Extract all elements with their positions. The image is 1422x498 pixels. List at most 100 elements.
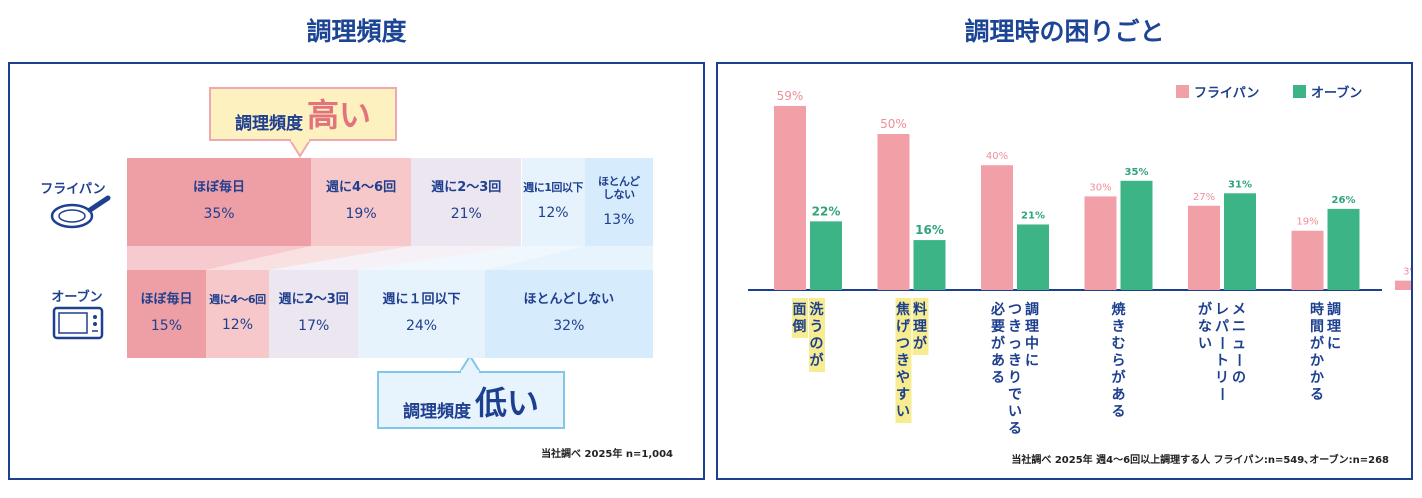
category-label-char: 理	[1327, 319, 1341, 335]
category-label-char: ュ	[1232, 336, 1246, 352]
pan-segment-label: ほとんど しない	[597, 174, 640, 202]
legend-label-oven: オーブン	[1311, 85, 1362, 101]
connector-band-4	[358, 246, 585, 270]
pan-segment-5: ほとんど しない 13%	[584, 158, 653, 246]
oven-segment-value: 15%	[150, 318, 182, 335]
callout-high-pointer	[288, 139, 312, 158]
category-label-char: 料	[913, 301, 927, 318]
bar-oven	[913, 240, 946, 290]
bar-oven	[1224, 193, 1256, 290]
frequency-chart-title: 調理頻度	[306, 17, 407, 46]
value-label-oven: 26%	[1332, 195, 1356, 206]
frequency-chart-panel: フライパン オーブン 調理頻度 高い 調理頻度 低い 当社調べ 2025年 n=…	[8, 62, 705, 480]
bar-frying-pan	[1084, 196, 1117, 290]
callout-low: 調理頻度 低い	[378, 372, 564, 428]
category-label-char: あ	[1112, 387, 1126, 403]
category-label-char: き	[1008, 353, 1022, 369]
oven-segment-value: 24%	[405, 318, 438, 335]
category-highlight	[895, 298, 912, 423]
category-label-char: ー	[1213, 336, 1229, 350]
category-label-char: 面	[793, 302, 807, 318]
category-label-char: リ	[1215, 370, 1229, 386]
oven-segment-label: 週に１回以下	[382, 292, 461, 308]
bar-frying-pan	[981, 165, 1013, 290]
pan-segment-2: 週に4〜6回 19%	[311, 158, 412, 246]
problems-chart-panel: フライパン オーブン 59% 22% 洗うのが面倒 50% 16% 料理が焦げつきやすい 40%…	[716, 62, 1413, 480]
callout-low-big-text: 低い	[474, 384, 539, 422]
oven-icon	[52, 306, 104, 340]
category-label-char: が	[1310, 335, 1325, 352]
oven-segment-label: 週に2〜3回	[278, 292, 349, 308]
category-label-char: 洗	[810, 301, 824, 318]
category-label-char: 理	[913, 319, 927, 335]
oven-segment-1: ほぼ毎日 15%	[127, 270, 206, 358]
category-label-char: に	[1327, 336, 1341, 352]
value-label-frying-pan: 30%	[1089, 182, 1111, 193]
pan-segment-label: ほぼ毎日	[193, 180, 246, 196]
category-label-char: の	[810, 336, 824, 352]
category-label-char: メ	[1232, 302, 1246, 318]
legend-swatch-frying-pan	[1176, 85, 1189, 98]
category-highlight	[809, 298, 825, 372]
bar-oven	[1017, 224, 1049, 290]
callout-low-box	[377, 371, 565, 429]
category-label-char: レ	[1215, 302, 1229, 318]
connector-band-1	[127, 246, 312, 270]
connector-band-2	[205, 246, 412, 270]
category-label-char: ー	[1213, 387, 1229, 401]
problems-footnote: 当社調べ 2025年 週4〜6回以上調理する人 フライパン:n=549､オーブン…	[1011, 455, 1389, 466]
category-label-char: あ	[991, 353, 1005, 369]
category-label-char: い	[1198, 336, 1212, 352]
oven-segment-2: 週に4〜6回 12%	[205, 270, 269, 358]
category-label-char: か	[1310, 353, 1324, 369]
category-label-char: き	[1112, 319, 1126, 335]
pan-segment-label: 週に1回以下	[523, 181, 583, 195]
pan-segment-4: 週に1回以下 12%	[521, 158, 585, 246]
value-label-frying-pan: 19%	[1296, 217, 1318, 228]
category-label-char: が	[913, 335, 928, 352]
category-label-char: つ	[1008, 302, 1022, 318]
value-label-oven: 16%	[915, 223, 944, 237]
legend-swatch-oven	[1293, 85, 1306, 98]
value-label-oven: 31%	[1228, 179, 1252, 190]
value-label-frying-pan: 59%	[777, 89, 804, 103]
callout-high: 調理頻度 高い	[210, 88, 396, 140]
category-label-char: が	[1112, 369, 1127, 386]
category-label-char: 倒	[792, 318, 807, 335]
connector-band-3	[269, 246, 522, 270]
category-label-char: の	[1232, 370, 1246, 386]
category-label-char: げ	[896, 319, 911, 335]
value-label-frying-pan: 27%	[1193, 192, 1215, 203]
oven-segment-label: 週に4〜6回	[209, 293, 266, 307]
value-label-oven: 21%	[1021, 210, 1045, 221]
frequency-footnote: 当社調べ 2025年 n=1,004	[541, 449, 673, 460]
category-label-char: ニ	[1232, 319, 1246, 335]
value-label-oven: 22%	[812, 204, 841, 218]
bar-oven	[1327, 208, 1360, 290]
pan-segment-value: 13%	[603, 212, 635, 228]
legend-label-frying-pan: フライパン	[1194, 86, 1259, 101]
category-label-char: る	[991, 370, 1005, 386]
bar-oven	[810, 221, 842, 290]
category-label-char: き	[1008, 319, 1022, 335]
category-label-char: 間	[1310, 319, 1324, 335]
callout-high-small-text: 調理頻度	[234, 114, 303, 134]
category-label-char: で	[1008, 387, 1022, 403]
category-label-char: う	[810, 319, 824, 335]
callout-low-small-text: 調理頻度	[402, 402, 471, 422]
pan-segment-value: 21%	[450, 206, 482, 223]
category-label-char: 調	[1327, 301, 1341, 318]
oven-segment-value: 12%	[221, 317, 253, 334]
bar-oven	[1120, 180, 1153, 290]
callout-high-big-text: 高い	[306, 96, 371, 134]
oven-segment-3: 週に2〜3回 17%	[269, 270, 359, 358]
category-label-char: る	[1112, 404, 1126, 420]
oven-segment-label: ほとんどしない	[523, 292, 615, 308]
category-label-char: に	[1025, 353, 1039, 369]
frequency-chart-graphics	[50, 87, 653, 429]
category-label-char: パ	[1215, 319, 1229, 335]
category-label-char: か	[1310, 370, 1324, 386]
bar-frying-pan	[1291, 230, 1324, 290]
oven-segment-value: 17%	[298, 318, 330, 335]
category-label-char: 理	[1025, 319, 1039, 335]
